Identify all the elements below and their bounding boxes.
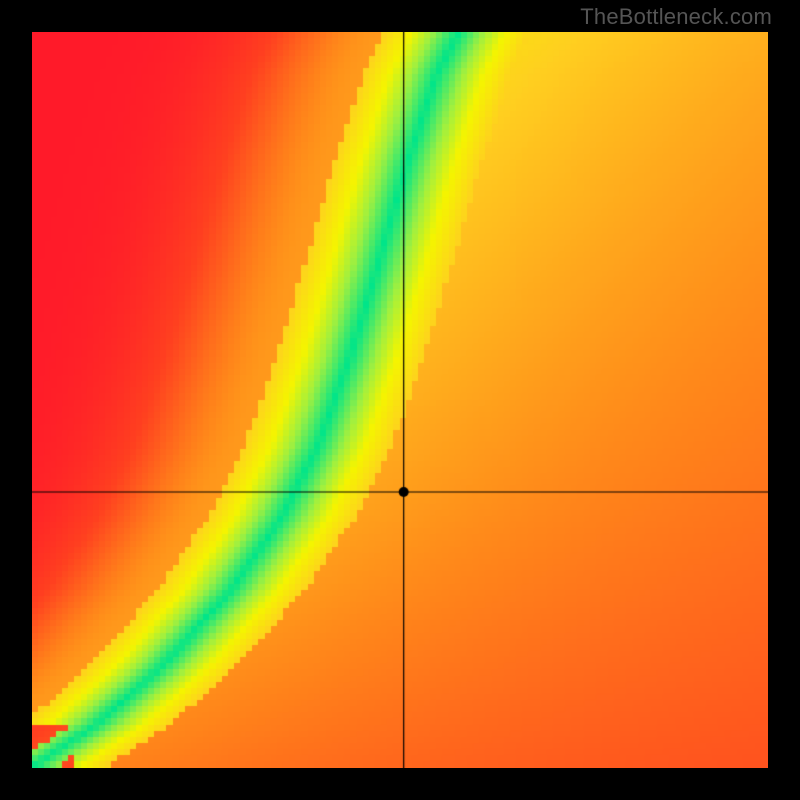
heatmap-canvas	[32, 32, 768, 768]
watermark-text: TheBottleneck.com	[580, 4, 772, 30]
chart-container: TheBottleneck.com	[0, 0, 800, 800]
